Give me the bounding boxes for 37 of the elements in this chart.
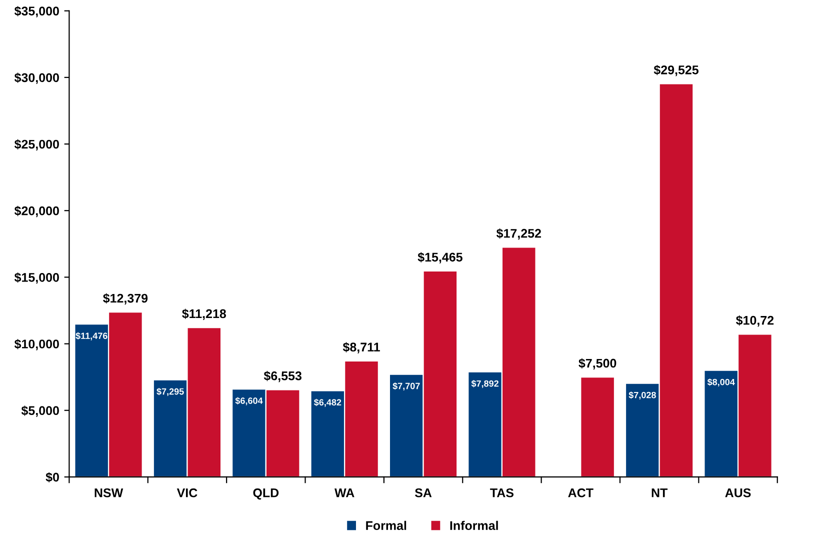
x-tick-label: WA [334,488,354,498]
data-label: $11,476 [76,332,108,340]
data-label: $7,707 [392,382,420,391]
data-label: $7,295 [156,388,184,396]
x-tick-label: TAS [490,488,514,498]
x-tick-label: AUS [725,488,751,498]
x-tick-label: SA [414,488,432,498]
data-label: $12,379 [103,293,148,304]
x-tick-label: VIC [176,488,198,498]
data-label: $11,218 [182,308,226,320]
data-label: $8,004 [707,378,735,387]
x-tick-label: NT [652,488,668,498]
data-label: $17,252 [496,228,541,240]
annotation: $10,72 [736,315,774,327]
legend-label: Informal [450,520,498,530]
y-tick-label: $5,000 [21,406,59,417]
data-label: $29,525 [654,64,699,76]
y-tick-label: $15,000 [14,272,59,284]
data-label: $8,711 [342,342,380,354]
legend-label: Formal [366,520,406,530]
x-tick-label: ACT [568,488,594,498]
data-label: $6,604 [235,397,263,406]
data-label: $7,500 [578,358,616,370]
data-label: $7,028 [628,391,656,400]
y-tick-label: $10,000 [14,339,59,350]
bar [580,376,616,477]
x-tick-label: QLD [253,488,279,500]
y-tick-label: $25,000 [14,139,59,150]
y-tick-label: $20,000 [14,206,59,218]
x-tick-label: NSW [94,488,124,498]
data-label: $6,553 [264,370,302,382]
y-tick-label: $0 [46,472,59,482]
data-label: $15,465 [418,252,462,264]
data-label: $6,482 [314,398,342,407]
y-tick-label: $35,000 [14,6,59,18]
data-label: $7,892 [471,380,498,388]
y-tick-label: $30,000 [14,72,59,84]
